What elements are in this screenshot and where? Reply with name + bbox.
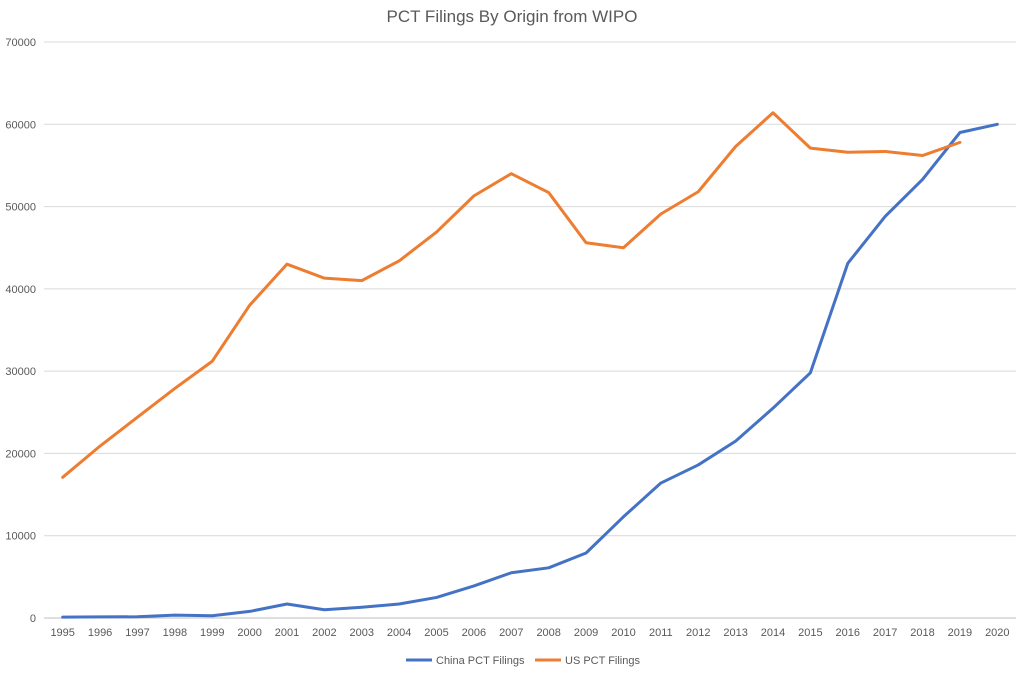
x-tick-label: 1995: [50, 627, 74, 639]
y-tick-label: 0: [30, 613, 36, 625]
y-tick-label: 70000: [5, 37, 36, 49]
x-tick-label: 1998: [163, 627, 187, 639]
x-tick-label: 2019: [948, 627, 972, 639]
x-tick-label: 2000: [237, 627, 261, 639]
series-line: [61, 122, 999, 619]
series-china: [61, 122, 999, 619]
y-tick-label: 30000: [5, 366, 36, 378]
x-tick-label: 2018: [910, 627, 934, 639]
x-axis-ticks: 1995 1996 1997 1998 1999 2000 2001 2002 2003 2004…: [50, 627, 1009, 639]
x-tick-label: 2020: [985, 627, 1009, 639]
x-tick-label: 2003: [350, 627, 374, 639]
x-tick-label: 2013: [723, 627, 747, 639]
x-tick-label: 2008: [536, 627, 560, 639]
legend: China PCT Filings US PCT Filings: [406, 655, 640, 667]
series-lines: [61, 111, 999, 619]
x-tick-label: 2005: [424, 627, 448, 639]
y-tick-label: 50000: [5, 202, 36, 214]
legend-label: China PCT Filings: [436, 655, 525, 667]
x-tick-label: 2004: [387, 627, 411, 639]
x-tick-label: 2011: [649, 627, 673, 639]
y-tick-label: 20000: [5, 448, 36, 460]
x-tick-label: 2016: [836, 627, 860, 639]
x-tick-label: 1997: [125, 627, 149, 639]
gridlines: [44, 41, 1016, 619]
series-line: [61, 111, 962, 479]
x-tick-label: 2009: [574, 627, 598, 639]
x-tick-label: 2010: [611, 627, 635, 639]
y-tick-label: 40000: [5, 284, 36, 296]
x-tick-label: 1996: [88, 627, 112, 639]
x-tick-label: 2007: [499, 627, 523, 639]
y-tick-label: 60000: [5, 119, 36, 131]
legend-label: US PCT Filings: [565, 655, 640, 667]
chart-title: PCT Filings By Origin from WIPO: [387, 7, 638, 26]
y-tick-label: 10000: [5, 531, 36, 543]
x-tick-label: 2002: [312, 627, 336, 639]
x-tick-label: 2017: [873, 627, 897, 639]
x-tick-label: 2012: [686, 627, 710, 639]
x-tick-label: 2014: [761, 627, 785, 639]
x-tick-label: 2015: [798, 627, 822, 639]
series-us: [61, 111, 962, 479]
x-tick-label: 2006: [462, 627, 486, 639]
y-axis-ticks: 0 10000 20000 30000 40000 50000 60000 70000: [5, 37, 36, 625]
x-tick-label: 2001: [275, 627, 299, 639]
x-tick-label: 1999: [200, 627, 224, 639]
